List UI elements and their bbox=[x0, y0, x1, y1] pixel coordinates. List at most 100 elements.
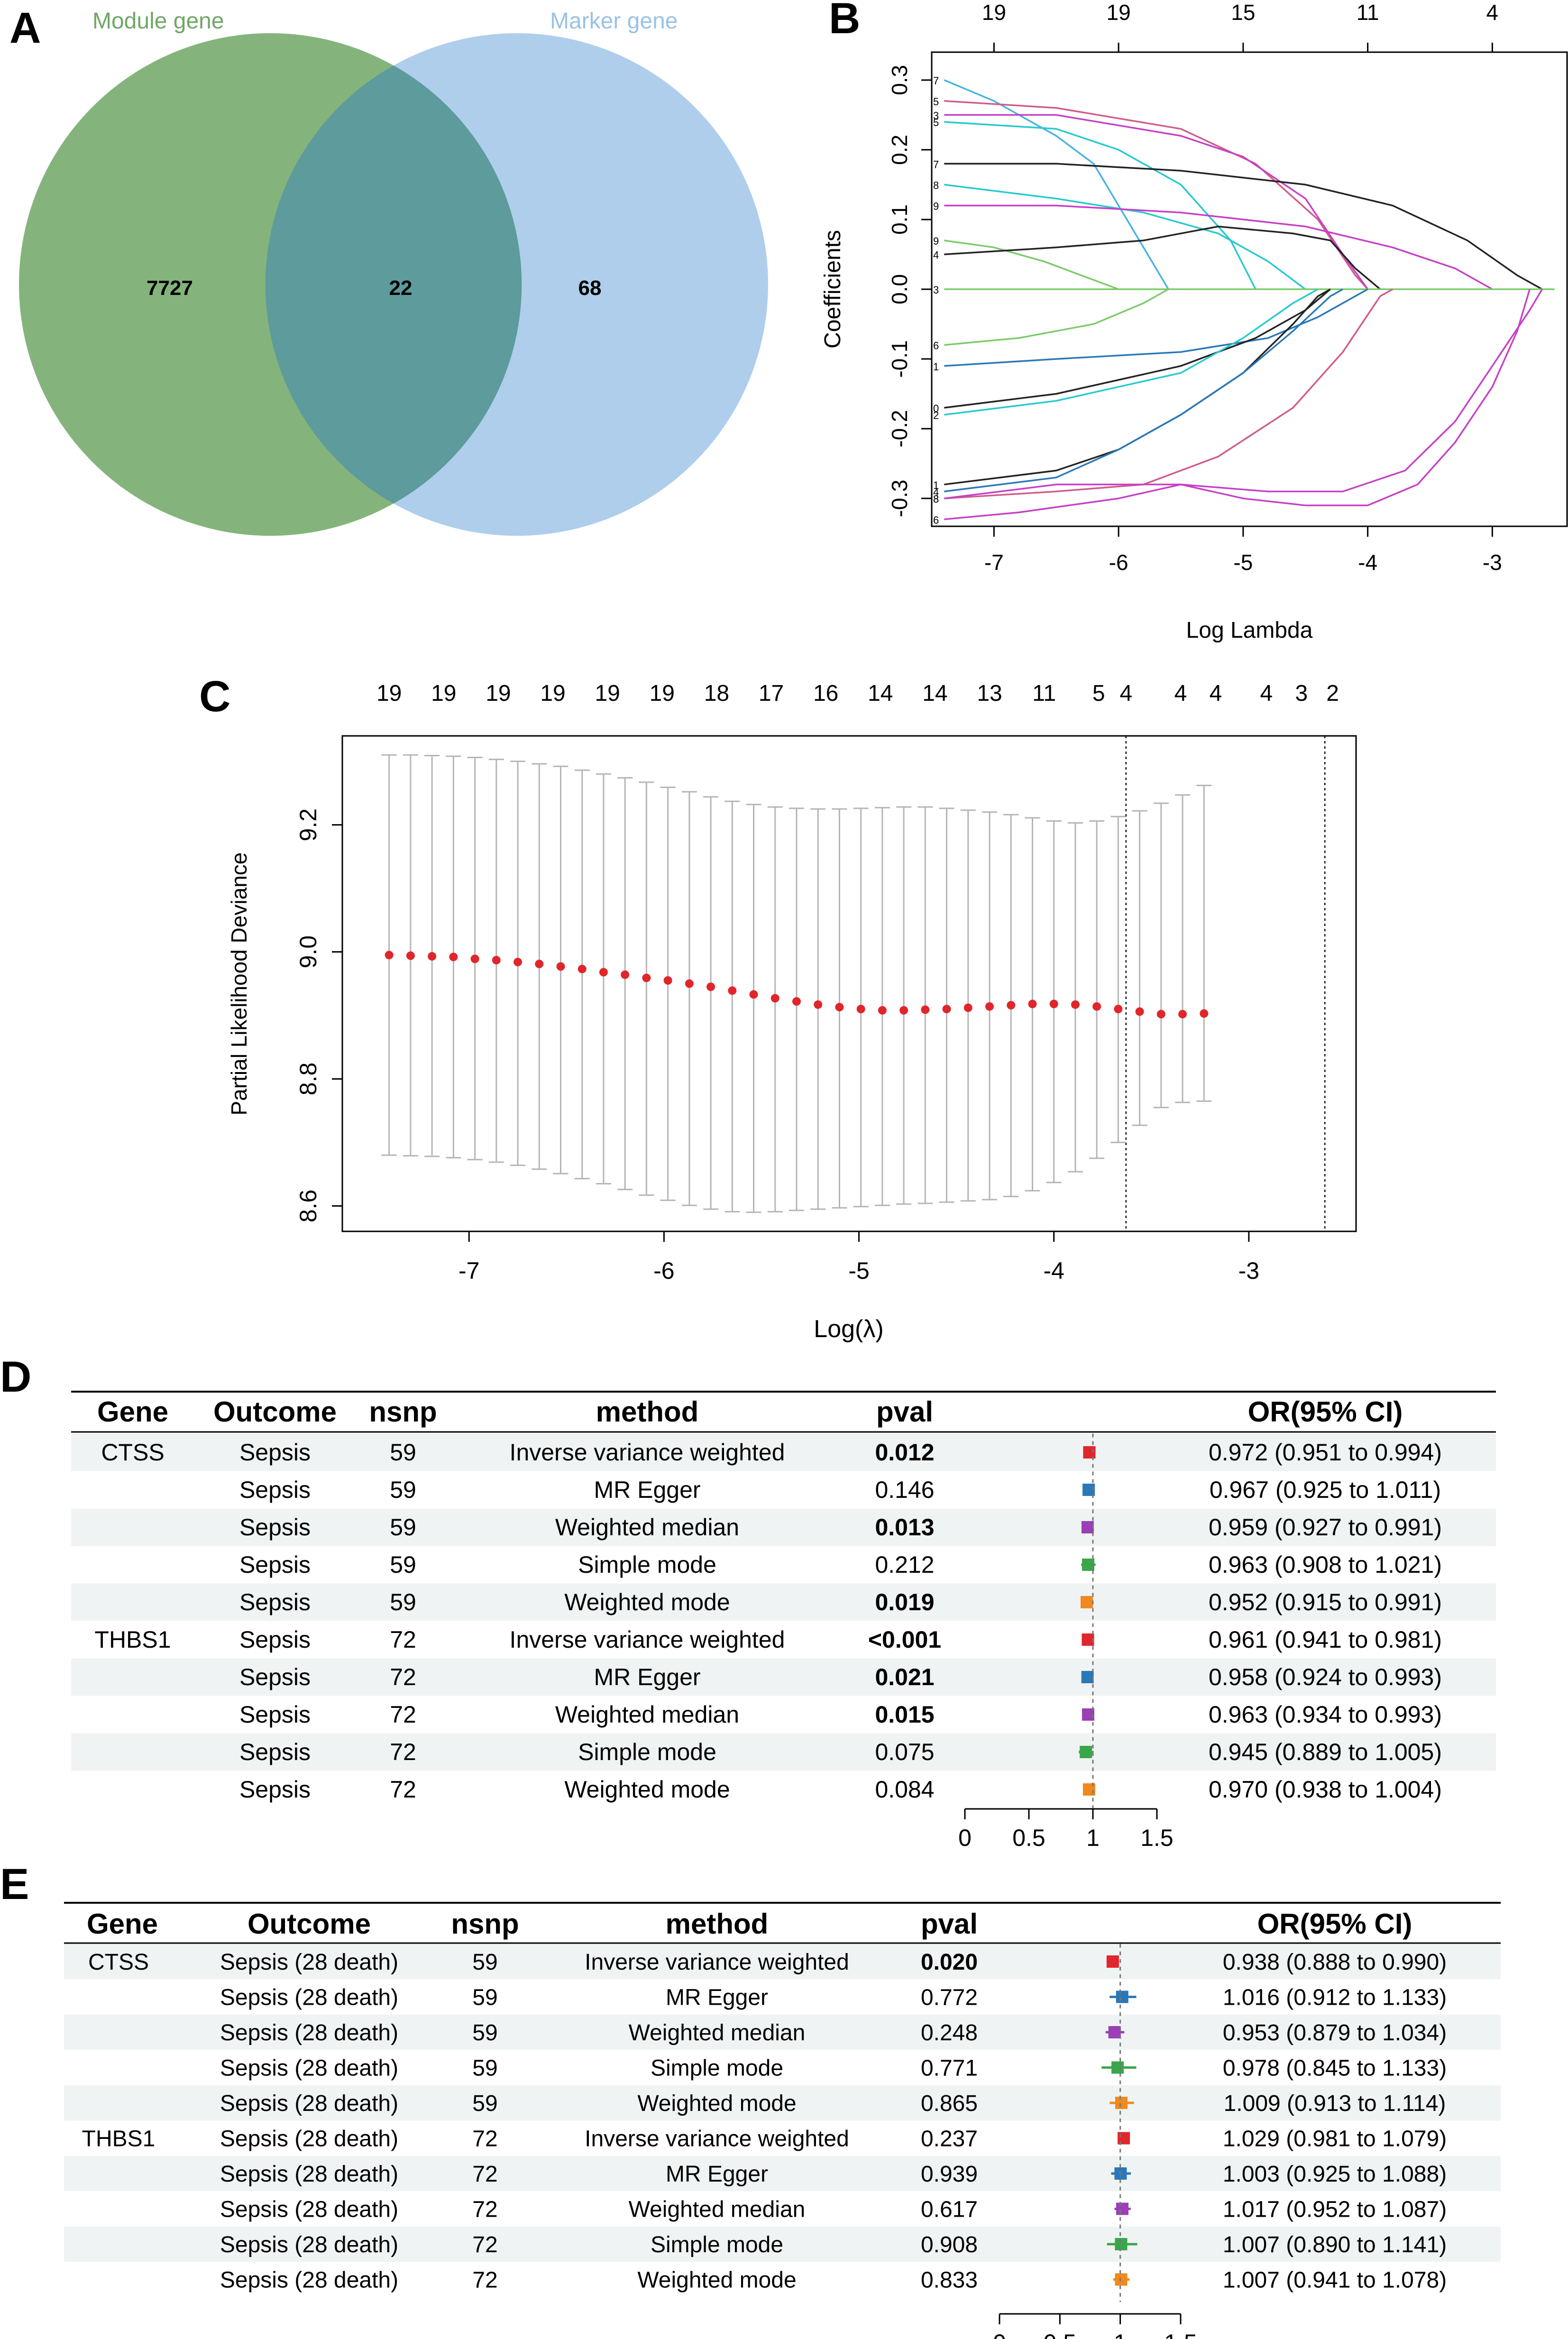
b-toptick-label-2: 15 bbox=[1231, 0, 1255, 25]
e-cell-outcome-0: Sepsis (28 death) bbox=[220, 1950, 398, 1975]
coef-path-label-2: 3 bbox=[933, 110, 939, 121]
c-xtick-label-0: -7 bbox=[458, 1257, 479, 1284]
coef-path-18 bbox=[944, 289, 1531, 521]
panel-letter-d: D bbox=[0, 1353, 31, 1401]
d-cell-outcome-1: Sepsis bbox=[239, 1477, 311, 1503]
d-cell-method-3: Simple mode bbox=[578, 1551, 716, 1578]
c-xtick-label-4: -3 bbox=[1238, 1257, 1259, 1284]
d-cell-or-5: 0.961 (0.941 to 0.981) bbox=[1209, 1626, 1442, 1653]
d-cell-nsnp-4: 59 bbox=[390, 1589, 416, 1615]
b-toptick-label-1: 19 bbox=[1107, 0, 1131, 25]
e-cell-or-0: 0.938 (0.888 to 0.990) bbox=[1223, 1950, 1447, 1975]
d-cell-outcome-3: Sepsis bbox=[239, 1551, 311, 1578]
c-point-4 bbox=[470, 954, 479, 963]
e-cell-method-4: Weighted mode bbox=[637, 2091, 796, 2116]
c-point-1 bbox=[406, 951, 415, 960]
d-or-marker-8 bbox=[1080, 1746, 1092, 1758]
plot-c-ylabel: Partial Likelihood Deviance bbox=[227, 853, 251, 1116]
table-d-forest-plot: 0 0.5 1 1.5 bbox=[958, 1433, 1174, 1851]
c-toptick-label-17: 4 bbox=[1260, 681, 1273, 706]
e-cell-pval-2: 0.248 bbox=[921, 2020, 978, 2045]
plot-c-error-bars bbox=[381, 754, 1212, 1213]
c-point-14 bbox=[685, 979, 694, 988]
e-cell-nsnp-8: 72 bbox=[472, 2232, 497, 2257]
e-cell-or-9: 1.007 (0.941 to 1.078) bbox=[1223, 2268, 1447, 2293]
c-point-0 bbox=[385, 951, 394, 960]
c-toptick-label-18: 3 bbox=[1295, 681, 1308, 706]
plot-c-axes: -7 -6 -5 -4 -3 8.6 8.8 9.0 9.2 19 19 19 19 19 19 18 17 16… bbox=[295, 681, 1339, 1284]
d-cell-method-0: Inverse variance weighted bbox=[510, 1439, 785, 1466]
table-e-header-pval: pval bbox=[921, 1908, 978, 1940]
coef-path-16 bbox=[944, 288, 1394, 499]
plot-c-frame bbox=[341, 735, 1357, 1232]
plot-c-xlabel: Log(λ) bbox=[814, 1315, 883, 1343]
c-toptick-label-9: 14 bbox=[868, 681, 893, 706]
panel-letter-c: C bbox=[199, 672, 230, 721]
d-cell-pval-7: 0.015 bbox=[875, 1701, 934, 1728]
c-point-28 bbox=[985, 1002, 994, 1011]
d-cell-or-2: 0.959 (0.927 to 0.991) bbox=[1209, 1514, 1442, 1541]
d-cell-method-2: Weighted median bbox=[555, 1514, 739, 1541]
c-point-26 bbox=[942, 1005, 951, 1014]
e-cell-pval-9: 0.833 bbox=[921, 2268, 978, 2293]
c-point-10 bbox=[599, 968, 608, 977]
c-point-2 bbox=[428, 952, 437, 961]
d-or-marker-4 bbox=[1081, 1596, 1093, 1608]
d-cell-method-1: MR Egger bbox=[594, 1477, 700, 1503]
c-xtick-label-2: -5 bbox=[848, 1257, 869, 1284]
d-cell-outcome-0: Sepsis bbox=[239, 1439, 311, 1466]
e-or-marker-2 bbox=[1108, 2026, 1121, 2038]
c-point-38 bbox=[1200, 1009, 1209, 1018]
d-cell-pval-6: 0.021 bbox=[875, 1664, 934, 1690]
b-ytick-label-3: 0.0 bbox=[887, 274, 912, 304]
plot-b-axes: -7 -6 -5 -4 -3-0.3-0.2-0.10.00.10.20.319 19 15… bbox=[887, 0, 1502, 575]
table-e-header-gene: Gene bbox=[87, 1908, 158, 1940]
b-xtick-label-3: -4 bbox=[1358, 550, 1377, 575]
e-cell-nsnp-2: 59 bbox=[472, 2020, 497, 2045]
d-cell-pval-1: 0.146 bbox=[875, 1477, 934, 1503]
e-cell-nsnp-5: 72 bbox=[472, 2127, 497, 2152]
b-toptick-label-3: 11 bbox=[1357, 0, 1379, 25]
d-row-bg-8 bbox=[71, 1733, 1496, 1771]
coef-path-label-15: 4 bbox=[933, 486, 939, 498]
coef-path-label-17: 8 bbox=[933, 493, 939, 505]
d-row-bg-4 bbox=[71, 1583, 1496, 1621]
e-or-marker-1 bbox=[1116, 1990, 1128, 2003]
table-d-header-pval: pval bbox=[876, 1396, 933, 1428]
e-cell-method-1: MR Egger bbox=[666, 1985, 768, 2010]
d-cell-or-6: 0.958 (0.924 to 0.993) bbox=[1209, 1664, 1442, 1690]
c-point-21 bbox=[835, 1003, 844, 1012]
b-toptick-label-0: 19 bbox=[982, 0, 1006, 25]
coef-path-label-7: 9 bbox=[933, 235, 939, 247]
d-row-bg-6 bbox=[71, 1658, 1496, 1696]
c-toptick-label-8: 16 bbox=[813, 681, 838, 706]
c-point-22 bbox=[856, 1005, 865, 1014]
e-cell-or-8: 1.007 (0.890 to 1.141) bbox=[1223, 2232, 1447, 2257]
c-point-31 bbox=[1049, 1000, 1058, 1009]
e-cell-or-6: 1.003 (0.925 to 1.088) bbox=[1223, 2162, 1447, 2187]
d-or-marker-5 bbox=[1082, 1633, 1094, 1646]
e-cell-nsnp-7: 72 bbox=[472, 2197, 497, 2222]
c-point-37 bbox=[1178, 1009, 1187, 1018]
e-cell-pval-6: 0.939 bbox=[921, 2162, 978, 2187]
d-or-marker-2 bbox=[1081, 1521, 1094, 1533]
d-cell-method-7: Weighted median bbox=[555, 1701, 739, 1728]
c-toptick-label-16: 4 bbox=[1210, 681, 1222, 706]
c-toptick-label-10: 14 bbox=[922, 681, 947, 706]
d-cell-outcome-2: Sepsis bbox=[239, 1514, 311, 1541]
c-point-15 bbox=[706, 982, 715, 991]
c-point-7 bbox=[535, 959, 544, 968]
d-cell-outcome-6: Sepsis bbox=[239, 1664, 311, 1690]
e-cell-or-2: 0.953 (0.879 to 1.034) bbox=[1223, 2020, 1447, 2045]
c-point-27 bbox=[963, 1003, 972, 1012]
d-cell-nsnp-0: 59 bbox=[390, 1439, 416, 1466]
coef-path-label-16: 8 bbox=[933, 493, 939, 505]
e-cell-outcome-8: Sepsis (28 death) bbox=[220, 2232, 398, 2257]
panel-d-mr-table: D Gene Outcome nsnp method pval OR(95% C… bbox=[0, 1353, 1496, 1851]
d-cell-or-0: 0.972 (0.951 to 0.994) bbox=[1209, 1439, 1442, 1466]
d-forest-tick-label-0: 0 bbox=[958, 1825, 972, 1851]
e-row-bg-6 bbox=[64, 2156, 1501, 2192]
venn-overlap-region bbox=[265, 65, 522, 504]
